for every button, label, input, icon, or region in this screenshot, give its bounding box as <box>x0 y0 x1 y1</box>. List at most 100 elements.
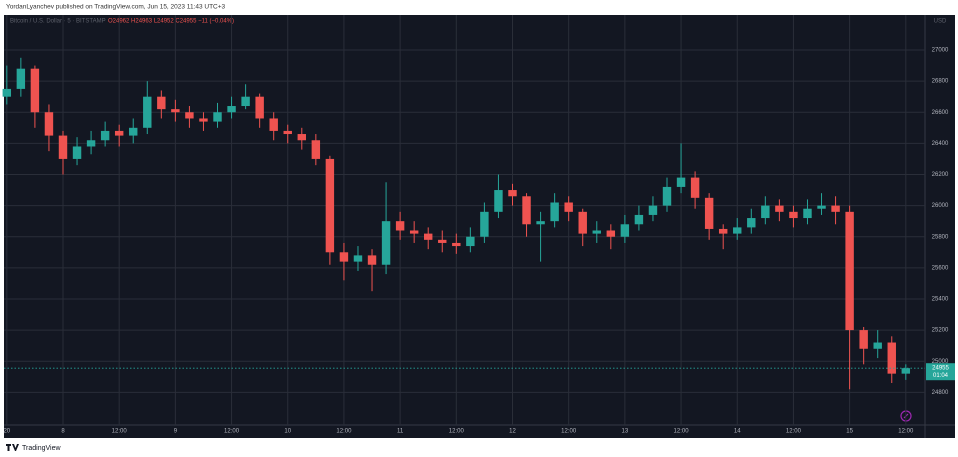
grid <box>4 15 925 425</box>
candle-body <box>789 211 798 219</box>
logo <box>6 444 19 451</box>
candle-body <box>423 233 433 240</box>
y-tick-label: 26200 <box>932 172 949 178</box>
candle-body <box>648 205 658 215</box>
y-tick-label: 25800 <box>932 234 949 240</box>
candle-body <box>30 68 40 113</box>
candle-body <box>227 106 236 113</box>
x-tick-label: 8 <box>61 429 65 435</box>
candle-body <box>339 252 349 262</box>
x-tick-label: 12:00 <box>561 429 577 435</box>
last-price-label: 24955 <box>932 365 949 371</box>
candle-body <box>662 186 672 206</box>
x-tick-label: 11 <box>397 429 404 435</box>
candle-body <box>508 190 517 197</box>
candle-body <box>325 158 335 253</box>
candle-body <box>550 202 559 222</box>
candle-body <box>690 177 700 198</box>
candle-body <box>395 221 405 231</box>
candle-body <box>44 112 54 136</box>
x-tick-label: 12 <box>509 429 516 435</box>
x-tick-label: 12:00 <box>674 429 690 435</box>
candle-body <box>129 127 138 136</box>
candle-body <box>747 218 756 228</box>
x-tick-label: 12:00 <box>112 429 128 435</box>
legend-symbol: Bitcoin / U.S. Dollar · 5 · BITSTAMP <box>10 19 106 25</box>
candle-body <box>297 134 307 141</box>
candle-body <box>817 205 826 209</box>
candle-body <box>72 146 82 159</box>
x-tick-label: 12:00 <box>786 429 802 435</box>
candle-body <box>845 211 854 331</box>
y-tick-label: 27000 <box>932 48 949 54</box>
x-tick-label: 12:00 <box>898 429 914 435</box>
x-tick-label: 9 <box>174 429 178 435</box>
candle-body <box>704 197 714 229</box>
candle-body <box>16 68 26 89</box>
last-price-box <box>926 363 955 381</box>
candle-body <box>143 96 152 128</box>
candle-body <box>775 205 784 212</box>
footer: TradingView <box>22 445 61 452</box>
x-tick-label: 10 <box>284 429 291 435</box>
x-tick-label: 12:00 <box>224 429 240 435</box>
candle-body <box>718 228 728 234</box>
chart-background <box>4 15 955 438</box>
candle-body <box>114 130 124 136</box>
y-tick-label: 25600 <box>932 265 949 271</box>
x-tick-label: 12:00 <box>449 429 465 435</box>
y-tick-label: 26800 <box>932 79 949 85</box>
candle-body <box>803 208 812 219</box>
x-tick-label: 13 <box>622 429 629 435</box>
candle-body <box>859 330 868 349</box>
candle-body <box>676 177 686 187</box>
candle-body <box>452 242 461 247</box>
legend-ohlc: O24962 H24963 L24952 C24955 −11 (−0.04%) <box>108 19 234 25</box>
candle-body <box>887 342 896 374</box>
x-tick-label: 14 <box>734 429 741 435</box>
candle-body <box>873 342 882 349</box>
candle-body <box>733 227 742 234</box>
candle-body <box>831 205 840 212</box>
y-tick-label: 26000 <box>932 203 949 209</box>
candle-body <box>269 118 278 131</box>
candle-body <box>58 135 68 159</box>
candle-body <box>592 230 601 234</box>
candle-body <box>578 211 587 234</box>
candle-body <box>353 255 363 262</box>
candle-body <box>438 239 447 243</box>
y-tick-label: 26400 <box>932 141 949 147</box>
candle-body <box>536 221 545 225</box>
candle-body <box>311 140 321 159</box>
candle-body <box>564 202 573 212</box>
candle-body <box>494 190 503 212</box>
candle-body <box>367 255 377 265</box>
candle-body <box>761 205 770 219</box>
candle-body <box>213 112 222 122</box>
candle-body <box>2 88 12 97</box>
candle-body <box>620 224 630 237</box>
header: YordanLyanchev published on TradingView.… <box>6 4 226 11</box>
candle-body <box>100 130 110 141</box>
candle-body <box>381 221 391 265</box>
candle-body <box>901 368 911 374</box>
candle-body <box>157 96 166 110</box>
x-tick-label: 15 <box>846 429 853 435</box>
candle-body <box>255 96 264 119</box>
candle-body <box>171 109 180 113</box>
currency: USD <box>934 19 947 25</box>
candle-body <box>241 96 250 107</box>
x-tick-label: 20 <box>3 429 10 435</box>
y-tick-label: 25200 <box>932 328 949 334</box>
y-tick-label: 25000 <box>932 359 949 365</box>
y-tick-label: 25400 <box>932 297 949 303</box>
candle-body <box>283 130 292 135</box>
y-tick-label: 24800 <box>932 390 949 396</box>
y-tick-label: 26600 <box>932 110 949 116</box>
candle-body <box>86 140 96 147</box>
candle-body <box>466 236 475 247</box>
candle-body <box>480 211 489 237</box>
candle-body <box>634 214 644 225</box>
